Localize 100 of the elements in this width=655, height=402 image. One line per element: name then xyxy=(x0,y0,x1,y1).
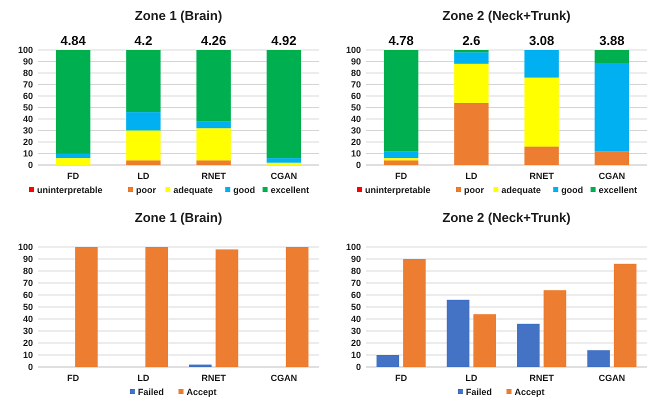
bar xyxy=(56,50,90,154)
bar xyxy=(594,50,630,64)
y-tick-label: 60 xyxy=(350,290,361,300)
x-tick-label: LD xyxy=(465,171,478,181)
legend-label: Accept xyxy=(186,387,217,397)
bar xyxy=(594,64,630,152)
y-tick-label: 80 xyxy=(350,266,361,276)
bar xyxy=(517,324,540,367)
annotation: 2.6 xyxy=(462,33,480,48)
y-tick-label: 30 xyxy=(22,126,33,136)
bar xyxy=(524,78,559,147)
y-tick-label: 60 xyxy=(22,91,33,102)
y-tick-label: 50 xyxy=(350,302,361,312)
legend-label: good xyxy=(561,185,584,195)
bar xyxy=(384,151,418,158)
bar xyxy=(196,128,231,160)
legend-label: Accept xyxy=(514,387,545,397)
y-tick-label: 90 xyxy=(350,56,361,67)
y-tick-label: 70 xyxy=(350,80,361,90)
bar xyxy=(614,264,636,367)
chart-title: Zone 1 (Brain) xyxy=(134,210,222,225)
bar xyxy=(266,50,302,158)
y-tick-label: 80 xyxy=(22,68,33,78)
x-tick-label: CGAN xyxy=(270,171,298,181)
bar xyxy=(524,50,559,78)
y-tick-label: 100 xyxy=(346,45,361,56)
y-tick-label: 20 xyxy=(22,137,33,148)
legend-label: Failed xyxy=(466,387,492,397)
x-tick-label: RNET xyxy=(201,171,226,181)
y-tick-label: 40 xyxy=(350,314,361,324)
y-tick-label: 10 xyxy=(22,148,33,159)
bar xyxy=(454,64,489,103)
legend-label: adequate xyxy=(501,185,541,195)
chart-title: Zone 2 (Neck+Trunk) xyxy=(442,210,571,225)
bar xyxy=(286,247,308,367)
annotation: 4.84 xyxy=(60,33,87,48)
bar xyxy=(126,130,161,160)
legend-label: excellent xyxy=(598,185,638,195)
bar xyxy=(376,355,400,367)
y-tick-label: 50 xyxy=(350,102,361,113)
y-tick-label: 100 xyxy=(18,242,33,252)
bar xyxy=(196,160,231,165)
bar xyxy=(587,350,610,367)
x-tick-label: RNET xyxy=(529,171,554,181)
y-tick-label: 80 xyxy=(350,68,361,78)
bar xyxy=(75,247,98,367)
x-tick-label: RNET xyxy=(529,373,554,383)
legend-label: uninterpretable xyxy=(37,185,103,195)
y-tick-label: 40 xyxy=(22,114,33,124)
y-tick-label: 30 xyxy=(350,126,361,136)
bar xyxy=(594,151,630,165)
y-tick-label: 90 xyxy=(22,56,33,67)
legend-label: adequate xyxy=(173,185,213,195)
x-tick-label: FD xyxy=(395,171,408,181)
legend-label: poor xyxy=(464,185,484,195)
y-tick-label: 90 xyxy=(22,254,33,264)
legend-label: poor xyxy=(136,185,156,195)
x-tick-label: LD xyxy=(137,373,150,383)
y-tick-label: 10 xyxy=(350,148,361,159)
bar xyxy=(126,50,161,112)
y-tick-label: 50 xyxy=(22,102,33,113)
y-tick-label: 70 xyxy=(22,278,33,288)
x-tick-label: RNET xyxy=(201,373,226,383)
bar xyxy=(403,259,426,367)
y-tick-label: 0 xyxy=(356,160,361,170)
bar xyxy=(266,158,302,163)
x-tick-label: FD xyxy=(395,373,408,383)
annotation: 4.2 xyxy=(134,33,152,48)
bar xyxy=(446,300,470,367)
y-tick-label: 40 xyxy=(350,114,361,124)
annotation: 3.88 xyxy=(599,33,625,48)
y-tick-label: 30 xyxy=(22,326,33,336)
bar xyxy=(145,247,168,367)
x-tick-label: CGAN xyxy=(598,171,626,181)
chart-title: Zone 2 (Neck+Trunk) xyxy=(442,8,571,23)
bar xyxy=(196,50,231,122)
x-tick-label: CGAN xyxy=(598,373,626,383)
y-tick-label: 0 xyxy=(28,160,33,170)
y-tick-label: 20 xyxy=(350,137,361,148)
y-tick-label: 50 xyxy=(22,302,33,312)
x-tick-label: LD xyxy=(137,171,150,181)
bar xyxy=(384,50,418,152)
bar xyxy=(216,249,238,367)
y-tick-label: 70 xyxy=(22,80,33,90)
y-tick-label: 0 xyxy=(28,362,33,372)
y-tick-label: 70 xyxy=(350,278,361,288)
legend-label: uninterpretable xyxy=(365,185,431,195)
y-tick-label: 100 xyxy=(346,242,361,252)
bar xyxy=(126,112,161,130)
y-tick-label: 40 xyxy=(22,314,33,324)
bar xyxy=(196,121,231,128)
y-tick-label: 60 xyxy=(350,91,361,102)
legend-label: good xyxy=(233,185,256,195)
y-tick-label: 60 xyxy=(22,290,33,300)
y-tick-label: 90 xyxy=(350,254,361,264)
x-tick-label: LD xyxy=(465,373,478,383)
y-tick-label: 20 xyxy=(350,338,361,348)
y-tick-label: 10 xyxy=(22,350,33,360)
bar xyxy=(384,160,418,165)
x-tick-label: FD xyxy=(67,373,80,383)
